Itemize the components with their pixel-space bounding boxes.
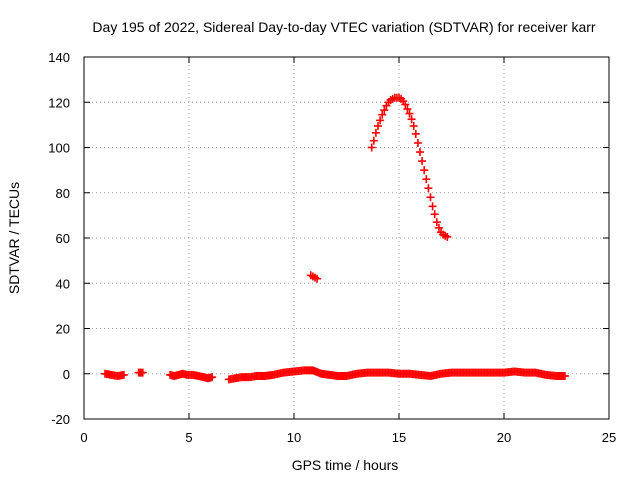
y-tick-label: 100 — [48, 141, 70, 156]
y-tick-label: -20 — [51, 412, 70, 427]
y-tick-label: 20 — [56, 322, 70, 337]
y-tick-label: 80 — [56, 186, 70, 201]
y-tick-label: 40 — [56, 276, 70, 291]
data-point — [403, 105, 412, 114]
data-point — [374, 122, 382, 131]
data-point — [138, 368, 147, 377]
y-tick-label: 60 — [56, 231, 70, 246]
y-tick-label: 120 — [48, 95, 70, 110]
series-short-segment — [306, 271, 322, 283]
data-point — [367, 143, 376, 152]
axis-ticks — [83, 56, 610, 420]
data-point — [369, 136, 378, 145]
x-tick-label: 25 — [602, 430, 616, 445]
x-tick-labels: 0 5 10 15 20 25 — [80, 430, 616, 445]
data-point — [413, 138, 422, 147]
plot-frame — [83, 56, 610, 420]
data-point — [422, 175, 431, 184]
data-point — [119, 370, 128, 379]
data-point — [432, 218, 441, 227]
data-point — [428, 202, 437, 211]
data-point — [405, 109, 414, 118]
data-point — [426, 193, 435, 202]
x-tick-label: 10 — [287, 430, 301, 445]
y-tick-label: 140 — [48, 50, 70, 65]
data-point — [380, 106, 389, 115]
data-point — [313, 274, 322, 283]
series-arc — [367, 93, 452, 241]
data-point — [376, 116, 385, 125]
data-point — [378, 110, 387, 119]
x-axis-label: GPS time / hours — [292, 457, 399, 473]
data-point — [434, 223, 443, 232]
x-tick-label: 5 — [185, 430, 192, 445]
y-tick-label: 0 — [63, 367, 70, 382]
x-tick-label: 20 — [497, 430, 511, 445]
grid-lines — [84, 57, 609, 419]
data-point — [420, 166, 429, 175]
data-point — [424, 184, 433, 193]
y-axis-label: SDTVAR / TECUs — [6, 182, 22, 294]
data-points — [101, 93, 569, 384]
data-point — [409, 122, 418, 131]
data-point — [371, 128, 380, 137]
data-point — [430, 210, 439, 219]
y-tick-labels: -20 0 20 40 60 80 100 120 140 — [48, 50, 70, 427]
data-point — [401, 100, 410, 109]
data-point — [560, 372, 569, 381]
data-point — [443, 232, 452, 241]
data-point — [416, 148, 424, 157]
data-point — [411, 129, 420, 138]
x-tick-label: 15 — [392, 430, 406, 445]
data-point — [407, 115, 416, 124]
x-tick-label: 0 — [80, 430, 87, 445]
data-point — [418, 157, 427, 166]
data-point — [208, 373, 217, 382]
chart-title: Day 195 of 2022, Sidereal Day-to-day VTE… — [92, 19, 595, 35]
series-baseline — [101, 366, 569, 384]
